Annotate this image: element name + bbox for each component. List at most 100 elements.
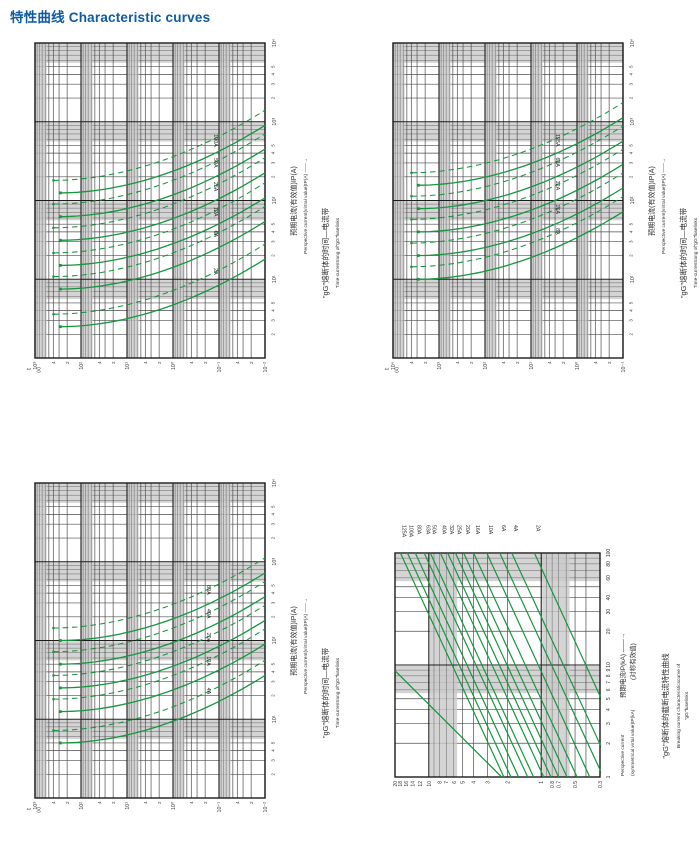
- svg-text:10⁰: 10⁰: [575, 362, 581, 370]
- svg-text:2: 2: [271, 536, 276, 539]
- svg-text:2A: 2A: [212, 268, 218, 275]
- svg-text:"gG"熔断体的时间—电流带: "gG"熔断体的时间—电流带: [320, 207, 330, 298]
- svg-text:3: 3: [606, 722, 612, 725]
- svg-text:3: 3: [629, 161, 634, 164]
- svg-text:10¹: 10¹: [272, 715, 278, 723]
- svg-text:80A: 80A: [205, 585, 211, 595]
- svg-text:4: 4: [143, 361, 148, 364]
- svg-text:10¹: 10¹: [125, 362, 131, 370]
- svg-text:80: 80: [606, 561, 612, 567]
- svg-text:5: 5: [629, 301, 634, 304]
- svg-text:4: 4: [271, 73, 276, 76]
- svg-text:125A: 125A: [401, 525, 407, 538]
- chart-time-current-band-3: 4A 10A 20A 40A 80A 10¹ 10² 10³ 10⁴ 2 3 4 5 2 3 4 5 2 3 4 5 2 3…: [20, 473, 340, 853]
- svg-text:2: 2: [203, 801, 208, 804]
- svg-text:5: 5: [606, 697, 612, 700]
- svg-text:5: 5: [629, 65, 634, 68]
- svg-text:10⁻¹: 10⁻¹: [621, 362, 627, 373]
- svg-text:2: 2: [606, 742, 612, 745]
- svg-text:6A: 6A: [500, 525, 506, 532]
- svg-text:10¹: 10¹: [272, 275, 278, 283]
- svg-text:2: 2: [629, 175, 634, 178]
- svg-text:3: 3: [271, 82, 276, 85]
- svg-text:0.7: 0.7: [557, 781, 563, 788]
- svg-text:20A: 20A: [464, 525, 470, 535]
- svg-text:6: 6: [606, 688, 612, 691]
- svg-text:10⁴: 10⁴: [630, 38, 636, 47]
- svg-text:50A: 50A: [431, 525, 437, 535]
- svg-text:(s): (s): [36, 367, 42, 373]
- svg-text:2: 2: [271, 332, 276, 335]
- svg-text:5: 5: [629, 144, 634, 147]
- svg-text:4: 4: [271, 151, 276, 154]
- svg-text:(s): (s): [394, 367, 400, 373]
- svg-text:20A: 20A: [205, 633, 211, 643]
- svg-text:4: 4: [97, 801, 102, 804]
- svg-text:40A: 40A: [205, 609, 211, 619]
- svg-text:2: 2: [561, 361, 566, 364]
- svg-text:预期电流IP(kA) ——→: 预期电流IP(kA) ——→: [618, 633, 627, 698]
- svg-text:12A: 12A: [212, 207, 218, 217]
- svg-text:3: 3: [629, 240, 634, 243]
- svg-text:10⁴: 10⁴: [272, 478, 278, 487]
- svg-text:10¹: 10¹: [630, 275, 636, 283]
- svg-text:4: 4: [271, 670, 276, 673]
- svg-text:2A: 2A: [535, 525, 541, 532]
- svg-text:2: 2: [271, 254, 276, 257]
- svg-text:预期电流(有效值)IP(A): 预期电流(有效值)IP(A): [289, 606, 298, 676]
- svg-text:10⁻²: 10⁻²: [263, 802, 269, 813]
- svg-text:4A: 4A: [512, 525, 518, 532]
- svg-text:2: 2: [203, 361, 208, 364]
- svg-text:4: 4: [271, 309, 276, 312]
- svg-text:4: 4: [593, 361, 598, 364]
- svg-text:5: 5: [629, 222, 634, 225]
- svg-text:80A: 80A: [415, 525, 421, 535]
- svg-text:4: 4: [235, 801, 240, 804]
- svg-text:63A: 63A: [424, 525, 430, 535]
- svg-text:4: 4: [629, 309, 634, 312]
- svg-text:"gG"fuselinks: "gG"fuselinks: [684, 691, 690, 720]
- svg-text:4: 4: [547, 361, 552, 364]
- svg-text:125A: 125A: [554, 134, 560, 147]
- svg-text:3: 3: [629, 82, 634, 85]
- svg-text:8A: 8A: [554, 228, 560, 235]
- svg-text:100A: 100A: [212, 134, 218, 147]
- svg-text:50A: 50A: [212, 158, 218, 168]
- svg-text:2: 2: [629, 96, 634, 99]
- svg-text:3: 3: [271, 319, 276, 322]
- svg-text:14: 14: [410, 781, 416, 787]
- page-title-en: Characteristic curves: [68, 10, 211, 25]
- svg-text:5: 5: [271, 741, 276, 744]
- svg-text:10¹: 10¹: [125, 802, 131, 810]
- svg-text:10⁻¹: 10⁻¹: [217, 362, 223, 373]
- svg-text:2: 2: [271, 615, 276, 618]
- svg-text:Time-currentrang of"gG"fuselin: Time-currentrang of"gG"fuselinks: [693, 217, 698, 288]
- svg-text:10³: 10³: [33, 362, 39, 370]
- svg-text:4: 4: [51, 801, 56, 804]
- svg-text:7: 7: [606, 681, 612, 684]
- svg-text:2: 2: [271, 694, 276, 697]
- svg-text:32A: 32A: [554, 181, 560, 191]
- svg-text:(对称有效值): (对称有效值): [628, 643, 637, 680]
- svg-text:2: 2: [157, 801, 162, 804]
- svg-text:16A: 16A: [474, 525, 480, 535]
- chart-canvas-1: 2A 6A 12A 25A 50A 100A 10¹ 10² 10³ 10⁴ 2 3 4 5 2 3 4 5 2 3 4…: [26, 38, 340, 373]
- svg-text:3: 3: [271, 759, 276, 762]
- svg-text:2: 2: [249, 801, 254, 804]
- svg-text:3: 3: [486, 781, 492, 784]
- svg-text:10: 10: [606, 662, 612, 668]
- svg-text:7: 7: [444, 781, 450, 784]
- svg-text:5: 5: [271, 505, 276, 508]
- chart-breaking-current: 125A 100A 80A 63A 50A 40A 32A 25A 20A 16A 10A 6A 4A 2…: [378, 490, 698, 856]
- svg-text:10³: 10³: [630, 118, 636, 126]
- svg-text:t: t: [26, 368, 33, 370]
- svg-text:3: 3: [271, 522, 276, 525]
- svg-text:4: 4: [629, 230, 634, 233]
- svg-text:10A: 10A: [205, 656, 211, 666]
- svg-text:t: t: [26, 808, 33, 810]
- svg-text:20: 20: [393, 781, 399, 787]
- svg-text:18: 18: [398, 781, 404, 787]
- svg-text:10²: 10²: [630, 196, 636, 204]
- svg-text:Time-currentrang of"gG"fuselin: Time-currentrang of"gG"fuselinks: [335, 657, 340, 728]
- svg-text:4: 4: [271, 591, 276, 594]
